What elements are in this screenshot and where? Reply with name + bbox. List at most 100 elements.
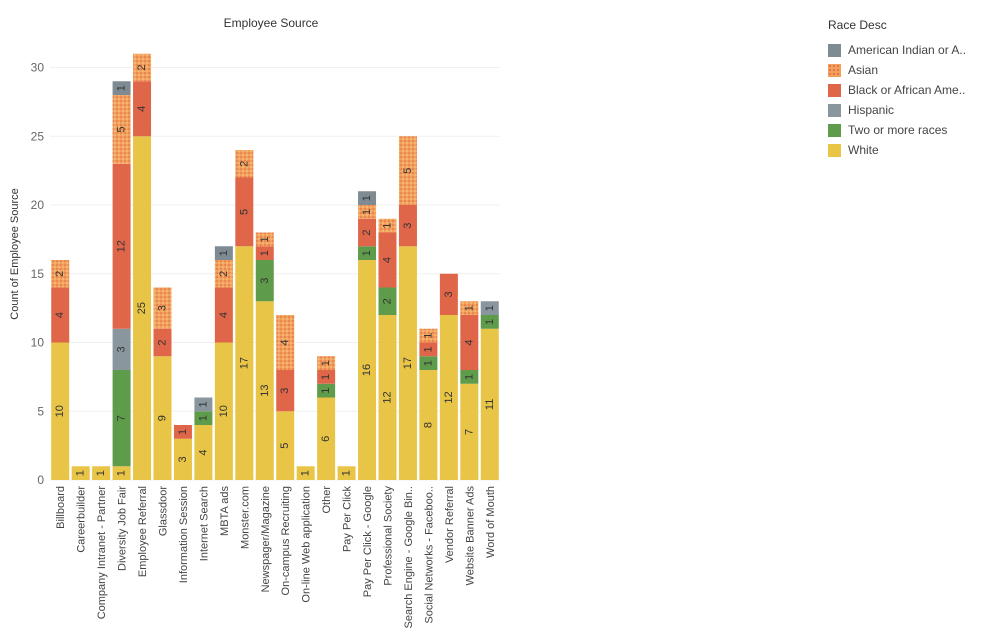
x-tick-label: Website Banner Ads	[464, 486, 476, 586]
x-tick-label: On-line Web application	[301, 486, 313, 603]
data-label: 4	[218, 312, 230, 318]
bar-segment[interactable]	[112, 466, 131, 480]
bar-segment[interactable]	[194, 411, 213, 425]
y-tick-label: 5	[37, 404, 44, 418]
legend-item[interactable]: Asian	[828, 60, 983, 80]
bar-segment[interactable]	[51, 342, 70, 481]
bar-segment[interactable]	[173, 438, 192, 480]
bar-segment[interactable]	[317, 370, 336, 384]
bar-segment[interactable]	[214, 287, 233, 343]
data-label: 3	[279, 388, 291, 394]
bar-segment[interactable]	[378, 287, 397, 316]
bar-segment[interactable]	[419, 342, 438, 357]
bar-segment[interactable]	[439, 315, 458, 480]
x-tick-label: MBTA ads	[219, 486, 231, 536]
bar-segment[interactable]	[133, 81, 152, 137]
bar-segment[interactable]	[173, 425, 192, 439]
bar-segment[interactable]	[255, 260, 274, 302]
bar-segment[interactable]	[378, 315, 397, 480]
bar-segment[interactable]	[112, 370, 131, 467]
bar-segment[interactable]	[378, 232, 397, 288]
bar-segment[interactable]	[460, 383, 479, 480]
bar-segment[interactable]	[214, 246, 233, 260]
bar-segment[interactable]	[112, 81, 131, 95]
bar-segment[interactable]	[460, 370, 479, 384]
x-tick-label: Search Engine - Google Bin..	[403, 486, 415, 628]
data-label: 16	[361, 364, 373, 376]
bar-segment[interactable]	[112, 95, 131, 164]
bar-segment[interactable]	[112, 328, 131, 370]
legend-item[interactable]: American Indian or A..	[828, 40, 983, 60]
bar-segment[interactable]	[358, 246, 377, 260]
legend-item[interactable]: Hispanic	[828, 100, 983, 120]
bar-segment[interactable]	[358, 191, 377, 205]
bar-segment[interactable]	[398, 246, 417, 480]
bar-segment[interactable]	[398, 205, 417, 247]
bar-segment[interactable]	[133, 136, 152, 480]
bar-segment[interactable]	[460, 301, 479, 315]
bar-segment[interactable]	[398, 136, 417, 205]
bar-segment[interactable]	[337, 466, 356, 480]
bar-segment[interactable]	[317, 356, 336, 370]
bar-segment[interactable]	[358, 218, 377, 247]
x-tick-label: On-campus Recruiting	[280, 486, 292, 595]
y-tick-label: 0	[37, 473, 44, 487]
bar-segment[interactable]	[71, 466, 90, 480]
bar-segment[interactable]	[439, 273, 458, 315]
bar-segment[interactable]	[92, 466, 111, 480]
bar-segment[interactable]	[153, 328, 172, 357]
data-label: 7	[116, 415, 128, 421]
bar-segment[interactable]	[276, 411, 295, 480]
bar-segment[interactable]	[112, 163, 131, 329]
bar-segment[interactable]	[51, 260, 70, 288]
bar-segment[interactable]	[378, 218, 397, 233]
bar-segment[interactable]	[317, 397, 336, 481]
data-label: 3	[177, 456, 189, 462]
bar-segment[interactable]	[358, 205, 377, 219]
bar-segment[interactable]	[276, 370, 295, 412]
data-label: 1	[422, 360, 434, 366]
bar-segment[interactable]	[480, 315, 499, 329]
data-label: 1	[116, 85, 128, 91]
legend-swatch	[828, 123, 841, 137]
bar-segment[interactable]	[133, 53, 152, 82]
legend-item[interactable]: White	[828, 140, 983, 160]
bar-segment[interactable]	[296, 466, 315, 480]
bar-segment[interactable]	[153, 356, 172, 480]
legend-title: Race Desc	[828, 18, 887, 32]
x-tick-label: Billboard	[55, 486, 67, 529]
data-label: 12	[443, 391, 455, 403]
bar-segment[interactable]	[358, 260, 377, 480]
bar-segment[interactable]	[255, 301, 274, 480]
bar-segment[interactable]	[317, 383, 336, 398]
data-label: 1	[116, 470, 128, 476]
legend-label: Black or African Ame..	[848, 83, 966, 97]
legend-item[interactable]: Black or African Ame..	[828, 80, 983, 100]
bar-segment[interactable]	[480, 301, 499, 315]
bar-segment[interactable]	[460, 315, 479, 370]
bar-segment[interactable]	[235, 246, 254, 480]
bar-segment[interactable]	[419, 328, 438, 343]
bar-segment[interactable]	[194, 425, 213, 480]
data-label: 6	[320, 436, 332, 442]
data-label: 12	[382, 391, 394, 403]
legend-item[interactable]: Two or more races	[828, 120, 983, 140]
bar-segment[interactable]	[235, 177, 254, 247]
bar-segment[interactable]	[214, 342, 233, 481]
bar-segment[interactable]	[480, 328, 499, 480]
bar-segment[interactable]	[419, 370, 438, 480]
bar-segment[interactable]	[194, 397, 213, 412]
bar-segment[interactable]	[214, 260, 233, 288]
bar-segment[interactable]	[153, 287, 172, 329]
data-label: 3	[443, 291, 455, 297]
bar-segment[interactable]	[51, 287, 70, 343]
bar-segment[interactable]	[419, 356, 438, 370]
bar-segment[interactable]	[255, 232, 274, 247]
bar-segment[interactable]	[235, 150, 254, 178]
bar-segment[interactable]	[255, 246, 274, 260]
bar-segment[interactable]	[276, 315, 295, 370]
data-label: 1	[259, 250, 271, 256]
